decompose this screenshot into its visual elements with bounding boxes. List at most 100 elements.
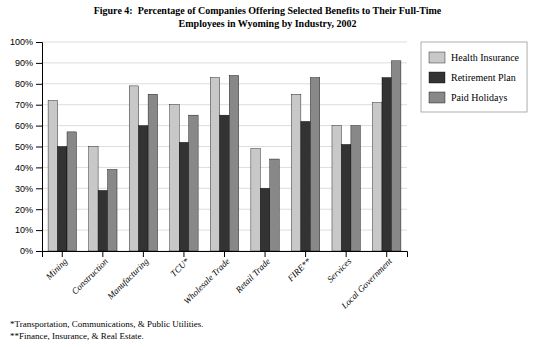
y-tick-mark xyxy=(36,84,42,85)
plot-area: 0% 10% 20% 30% 40% 50% 60% 70% 80% 90% 100% MiningC… xyxy=(10,37,408,311)
y-tick-mark xyxy=(36,126,42,127)
x-tick: FIRE** xyxy=(285,251,313,284)
y-tick: 0% xyxy=(20,246,42,256)
y-tick-label: 40% xyxy=(15,163,33,173)
x-tick: Manufacturing xyxy=(105,251,151,302)
x-tick-label: Retail Trade xyxy=(233,256,272,295)
y-tick: 30% xyxy=(15,184,42,194)
y-tick: 50% xyxy=(15,142,42,152)
legend-label: Paid Holidays xyxy=(451,92,507,103)
y-tick-label: 50% xyxy=(15,142,33,152)
legend-swatch xyxy=(429,52,445,63)
y-tick-label: 100% xyxy=(10,37,33,47)
grid xyxy=(42,42,407,251)
y-tick-label: 10% xyxy=(15,225,33,235)
y-axis: 0% 10% 20% 30% 40% 50% 60% 70% 80% 90% 100% xyxy=(10,37,43,256)
grid-line xyxy=(42,83,407,84)
bar xyxy=(67,132,76,251)
legend-swatch xyxy=(429,92,445,103)
bar xyxy=(220,115,229,251)
y-tick-mark xyxy=(36,105,42,106)
y-tick-mark xyxy=(36,63,42,64)
bar xyxy=(148,94,157,251)
bar xyxy=(229,75,238,251)
legend-label: Health Insurance xyxy=(451,52,520,63)
legend-swatch xyxy=(429,72,445,83)
x-tick-label: Construction xyxy=(70,256,111,297)
x-tick: Retail Trade xyxy=(233,251,272,296)
y-tick: 20% xyxy=(15,205,42,215)
x-tick: Mining xyxy=(43,251,70,282)
bar xyxy=(270,159,279,251)
bar-series xyxy=(58,78,392,251)
chart-svg: Figure 4: Percentage of Companies Offeri… xyxy=(0,0,535,347)
y-tick: 60% xyxy=(15,121,42,131)
x-axis-line xyxy=(43,252,408,258)
bar xyxy=(373,103,382,251)
bar xyxy=(210,78,219,251)
bar xyxy=(382,78,391,251)
x-tick-label: TCU* xyxy=(168,256,191,279)
grid-line xyxy=(42,42,407,43)
x-tick-label: FIRE** xyxy=(285,256,313,284)
y-tick: 100% xyxy=(10,37,42,47)
y-tick: 10% xyxy=(15,225,42,235)
subtitle: Employees in Wyoming by Industry, 2002 xyxy=(179,18,357,29)
y-tick-label: 30% xyxy=(15,184,33,194)
bar-series xyxy=(67,61,401,251)
bar xyxy=(391,61,400,251)
bar xyxy=(89,147,98,252)
footnote: **Finance, Insurance, & Real Estate. xyxy=(10,331,144,341)
grid-line xyxy=(42,104,407,105)
bars xyxy=(48,61,401,251)
bar xyxy=(170,105,179,251)
x-tick: Construction xyxy=(70,251,111,296)
bar xyxy=(108,169,117,251)
bar xyxy=(351,126,360,251)
x-tick: Wholesale Trade xyxy=(182,251,232,306)
y-tick-mark xyxy=(36,188,42,189)
x-tick: Services xyxy=(325,251,354,284)
y-axis-line xyxy=(36,43,43,252)
bar xyxy=(310,78,319,251)
y-tick-label: 20% xyxy=(15,205,33,215)
grid-line xyxy=(42,62,407,63)
y-tick-label: 0% xyxy=(20,246,33,256)
y-tick: 70% xyxy=(15,100,42,110)
x-tick-label: Mining xyxy=(43,256,70,283)
y-tick-mark xyxy=(36,167,42,168)
bar xyxy=(260,188,269,251)
bar xyxy=(179,142,188,251)
title: Figure 4: Percentage of Companies Offeri… xyxy=(94,5,442,16)
legend-label: Retirement Plan xyxy=(451,72,516,83)
y-tick-label: 90% xyxy=(15,58,33,68)
y-tick: 40% xyxy=(15,163,42,173)
bar xyxy=(291,94,300,251)
chart-container: Figure 4: Percentage of Companies Offeri… xyxy=(0,0,535,347)
bar xyxy=(341,144,350,251)
legend: Health Insurance Retirement Plan Paid Holi… xyxy=(421,42,527,112)
bar xyxy=(251,149,260,251)
y-tick-label: 70% xyxy=(15,100,33,110)
y-tick: 80% xyxy=(15,79,42,89)
x-tick-label: Wholesale Trade xyxy=(182,256,232,306)
bar-series xyxy=(48,78,382,251)
y-tick-mark xyxy=(36,42,42,43)
y-tick-label: 60% xyxy=(15,121,33,131)
bar xyxy=(332,126,341,251)
bar xyxy=(301,121,310,251)
bar xyxy=(139,126,148,251)
y-tick-mark xyxy=(36,230,42,231)
x-tick-label: Services xyxy=(325,256,354,285)
bar xyxy=(189,115,198,251)
x-tick-label: Manufacturing xyxy=(105,256,151,302)
y-tick-mark xyxy=(36,147,42,148)
x-tick: Local Government xyxy=(339,251,395,311)
bar xyxy=(48,101,57,251)
x-tick: TCU* xyxy=(168,251,191,279)
footnote: *Transportation, Communications, & Publi… xyxy=(10,319,203,329)
bar xyxy=(129,86,138,251)
legend-frame xyxy=(421,42,527,112)
x-axis: MiningConstructionManufacturing TCU*Whole… xyxy=(43,251,408,311)
bar xyxy=(58,147,67,252)
